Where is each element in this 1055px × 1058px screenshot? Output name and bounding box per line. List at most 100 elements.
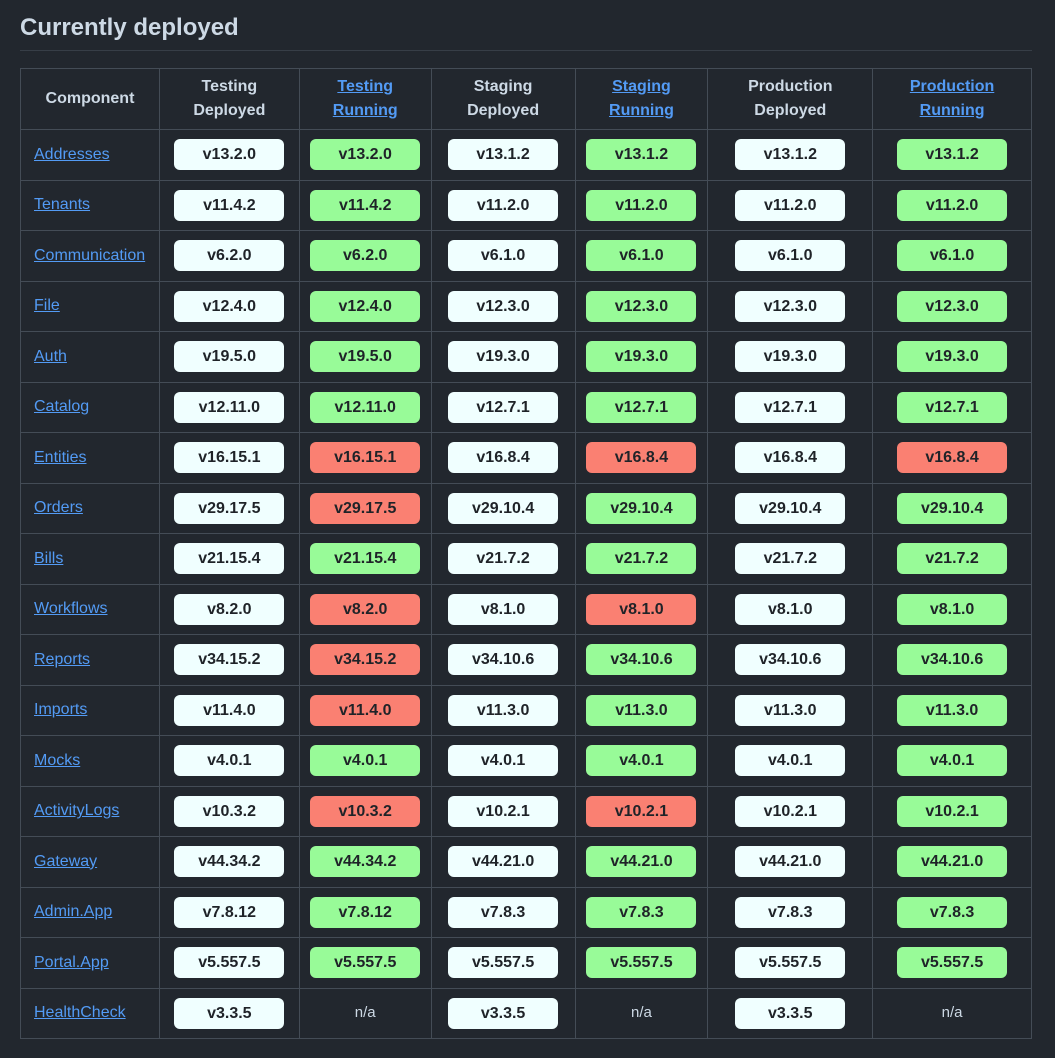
- version-badge: v11.3.0: [897, 694, 1008, 726]
- version-cell: v16.8.4: [430, 432, 576, 484]
- version-cell: v13.1.2: [707, 129, 874, 181]
- component-link[interactable]: Bills: [34, 549, 64, 567]
- version-badge: v11.4.2: [310, 189, 421, 221]
- version-badge: v44.21.0: [897, 846, 1008, 878]
- version-badge: v4.0.1: [735, 745, 846, 777]
- header-text: Testing Deployed: [193, 78, 266, 119]
- header-link[interactable]: Staging Running: [609, 78, 674, 119]
- header-text: Component: [45, 90, 135, 107]
- version-cell: v21.15.4: [158, 533, 300, 585]
- component-link[interactable]: Admin.App: [34, 903, 113, 921]
- version-badge: v6.1.0: [897, 240, 1008, 272]
- version-cell: v8.1.0: [872, 583, 1032, 635]
- component-cell: Admin.App: [20, 886, 160, 938]
- version-badge: v34.15.2: [174, 644, 285, 676]
- version-badge: v5.557.5: [174, 947, 285, 979]
- component-link[interactable]: Tenants: [34, 196, 91, 214]
- version-badge: v29.10.4: [897, 492, 1008, 524]
- version-cell: v16.8.4: [707, 432, 874, 484]
- component-link[interactable]: Workflows: [34, 600, 108, 618]
- version-cell: v34.10.6: [872, 634, 1032, 686]
- version-badge: v8.2.0: [174, 593, 285, 625]
- component-link[interactable]: Auth: [34, 347, 67, 365]
- version-badge: v6.1.0: [448, 240, 559, 272]
- version-badge: v10.2.1: [586, 795, 697, 827]
- header-cell: Staging Running: [574, 68, 709, 130]
- version-badge: v21.15.4: [174, 543, 285, 575]
- component-link[interactable]: Reports: [34, 650, 91, 668]
- version-cell: v19.3.0: [430, 331, 576, 383]
- version-cell: v7.8.3: [574, 886, 709, 938]
- component-link[interactable]: File: [34, 297, 60, 315]
- component-link[interactable]: Imports: [34, 701, 88, 719]
- version-badge: v44.21.0: [586, 846, 697, 878]
- version-badge: v10.2.1: [448, 795, 559, 827]
- version-cell: v6.1.0: [430, 230, 576, 282]
- version-badge: v12.3.0: [897, 290, 1008, 322]
- version-badge: v8.1.0: [448, 593, 559, 625]
- component-cell: Workflows: [20, 583, 160, 635]
- table-row: File v12.4.0 v12.4.0 v12.3.0 v12.3.0 v12.3.0 v…: [20, 280, 1032, 332]
- component-link[interactable]: Orders: [34, 499, 83, 517]
- version-cell: v11.4.2: [298, 179, 432, 231]
- header-link[interactable]: Testing Running: [332, 78, 398, 119]
- component-link[interactable]: Gateway: [34, 852, 98, 870]
- component-link[interactable]: ActivityLogs: [34, 802, 120, 820]
- table-row: Reports v34.15.2 v34.15.2 v34.10.6 v34.10.6 v…: [20, 634, 1032, 686]
- version-cell: v19.3.0: [872, 331, 1032, 383]
- table-row: Bills v21.15.4 v21.15.4 v21.7.2 v21.7.2 v21.7…: [20, 533, 1032, 585]
- version-badge: v29.10.4: [735, 492, 846, 524]
- table-row: Auth v19.5.0 v19.5.0 v19.3.0 v19.3.0 v19.3.0 v…: [20, 331, 1032, 383]
- component-link[interactable]: Mocks: [34, 751, 81, 769]
- version-cell: v12.3.0: [574, 280, 709, 332]
- version-badge: v11.2.0: [448, 189, 559, 221]
- component-cell: Catalog: [20, 381, 160, 433]
- version-badge: v8.2.0: [310, 593, 421, 625]
- version-cell: v10.2.1: [707, 785, 874, 837]
- component-cell: Reports: [20, 634, 160, 686]
- header-link[interactable]: Production Running: [909, 78, 995, 119]
- component-link[interactable]: Communication: [34, 246, 146, 264]
- version-cell: v44.21.0: [872, 836, 1032, 888]
- version-badge: v34.15.2: [310, 644, 421, 676]
- table-row: Mocks v4.0.1 v4.0.1 v4.0.1 v4.0.1 v4.0.1 v4.0.…: [20, 735, 1032, 787]
- version-cell: v11.2.0: [574, 179, 709, 231]
- version-badge: v6.2.0: [174, 240, 285, 272]
- version-badge: v16.8.4: [448, 442, 559, 474]
- component-cell: Orders: [20, 482, 160, 534]
- version-cell: v34.10.6: [574, 634, 709, 686]
- version-cell: v44.34.2: [298, 836, 432, 888]
- version-cell: v3.3.5: [158, 987, 300, 1039]
- component-link[interactable]: HealthCheck: [34, 1004, 126, 1022]
- header-row: Component Testing Deployed Testing Running…: [20, 68, 1032, 130]
- version-cell: v10.3.2: [158, 785, 300, 837]
- version-badge: v19.3.0: [897, 341, 1008, 373]
- version-cell: n/a: [298, 987, 432, 1039]
- version-cell: v44.21.0: [574, 836, 709, 888]
- version-badge: v29.17.5: [310, 492, 421, 524]
- version-badge: v8.1.0: [586, 593, 697, 625]
- version-cell: v11.2.0: [707, 179, 874, 231]
- component-link[interactable]: Portal.App: [34, 953, 109, 971]
- version-cell: v6.1.0: [707, 230, 874, 282]
- version-badge: v13.1.2: [735, 139, 846, 171]
- version-cell: v8.1.0: [707, 583, 874, 635]
- version-cell: v10.2.1: [574, 785, 709, 837]
- component-link[interactable]: Addresses: [34, 145, 110, 163]
- version-cell: v44.34.2: [158, 836, 300, 888]
- version-cell: v12.3.0: [430, 280, 576, 332]
- version-cell: v29.10.4: [872, 482, 1032, 534]
- version-cell: v4.0.1: [298, 735, 432, 787]
- version-cell: v44.21.0: [430, 836, 576, 888]
- header-cell: Production Running: [872, 68, 1032, 130]
- component-cell: File: [20, 280, 160, 332]
- component-link[interactable]: Catalog: [34, 398, 90, 416]
- version-badge: v12.7.1: [586, 391, 697, 423]
- version-badge: v11.2.0: [586, 189, 697, 221]
- version-cell: v34.15.2: [298, 634, 432, 686]
- version-cell: v29.17.5: [158, 482, 300, 534]
- component-link[interactable]: Entities: [34, 448, 87, 466]
- version-cell: v29.10.4: [574, 482, 709, 534]
- version-cell: v13.2.0: [158, 129, 300, 181]
- version-badge: v12.11.0: [310, 391, 421, 423]
